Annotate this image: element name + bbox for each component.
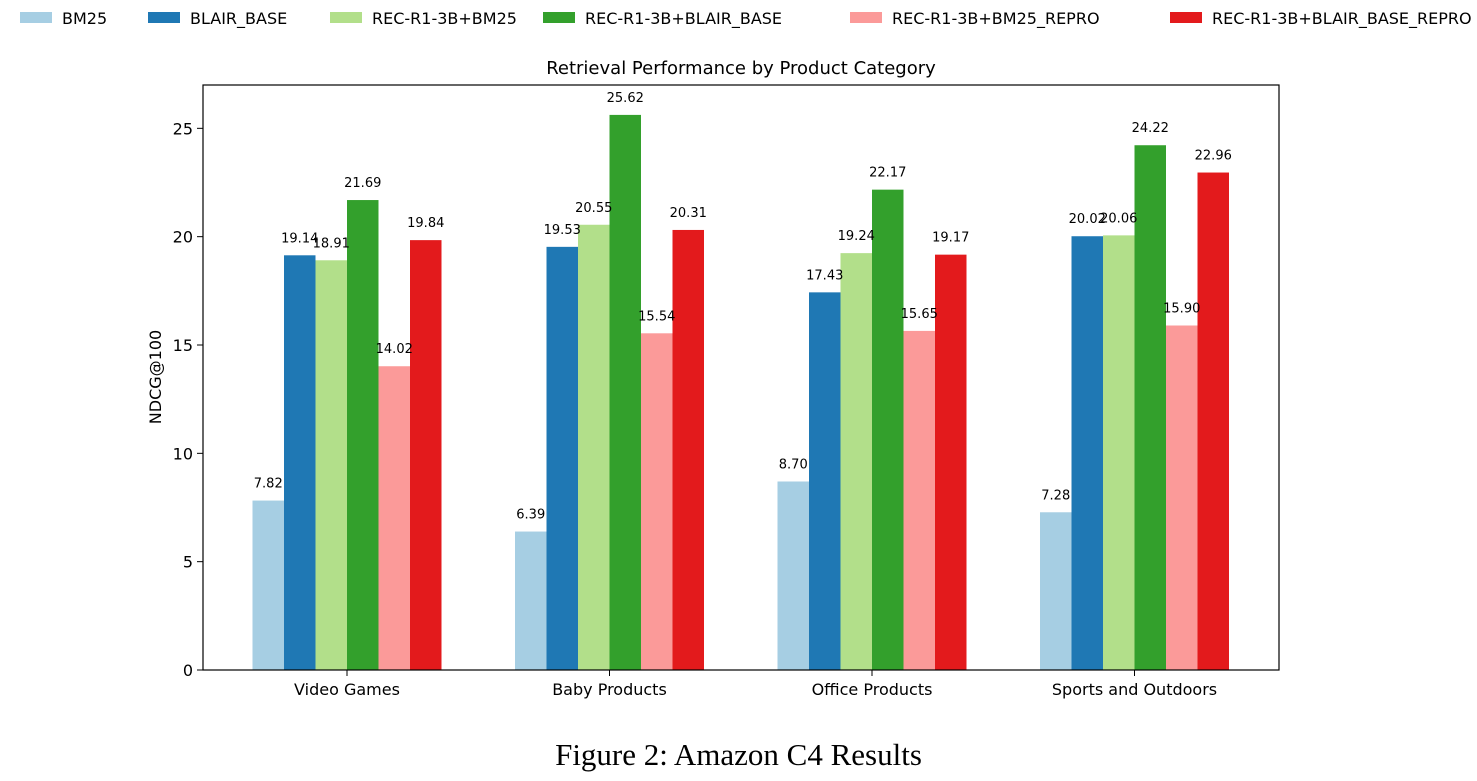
legend-item-rec-r1-3b-blair-base: REC-R1-3B+BLAIR_BASE <box>543 9 782 29</box>
x-tick-label: Office Products <box>812 680 933 699</box>
legend-swatch <box>543 12 575 23</box>
bar-rec-r1-3b-bm25-repro-video-games <box>378 366 410 670</box>
value-label: 14.02 <box>376 342 413 357</box>
legend: BM25 BLAIR_BASE REC-R1-3B+BM25 REC-R1-3B+BL… <box>20 9 1472 29</box>
y-tick-label: 5 <box>183 553 193 572</box>
bar-rec-r1-3b-blair-base-office-products <box>872 189 904 670</box>
legend-item-rec-r1-3b-bm25: REC-R1-3B+BM25 <box>330 9 517 28</box>
bar-rec-r1-3b-bm25-sports-and-outdoors <box>1103 235 1135 670</box>
legend-swatch <box>850 12 882 23</box>
figure-caption: Figure 2: Amazon C4 Results <box>555 737 922 772</box>
bar-rec-r1-3b-blair-base-baby-products <box>609 114 641 670</box>
value-label: 19.84 <box>407 216 444 231</box>
value-label: 20.55 <box>575 201 612 216</box>
bar-chart: BM25 BLAIR_BASE REC-R1-3B+BM25 REC-R1-3B+BL… <box>20 9 1472 699</box>
bar-rec-r1-3b-blair-base-repro-video-games <box>410 240 442 670</box>
value-label: 7.82 <box>254 477 283 492</box>
value-label: 19.17 <box>932 231 969 246</box>
bar-bm25-office-products <box>777 481 809 670</box>
y-tick-label: 20 <box>173 228 193 247</box>
x-tick-label: Sports and Outdoors <box>1052 680 1217 699</box>
value-label: 7.28 <box>1041 488 1070 503</box>
bar-bm25-sports-and-outdoors <box>1040 512 1072 670</box>
value-label: 20.02 <box>1069 212 1106 227</box>
legend-swatch <box>20 12 52 23</box>
legend-item-bm25: BM25 <box>20 9 107 28</box>
value-label: 21.69 <box>344 176 381 191</box>
bar-rec-r1-3b-blair-base-repro-office-products <box>935 254 967 670</box>
bar-rec-r1-3b-bm25-repro-sports-and-outdoors <box>1166 325 1198 670</box>
value-label: 15.65 <box>901 307 938 322</box>
y-tick-label: 15 <box>173 336 193 355</box>
y-tick-label: 0 <box>183 661 193 680</box>
y-axis: 0 5 10 15 20 25 <box>173 119 203 680</box>
legend-label: BLAIR_BASE <box>190 9 287 29</box>
y-tick-label: 10 <box>173 444 193 463</box>
value-label: 18.91 <box>313 236 350 251</box>
plot-frame <box>202 84 1280 671</box>
legend-label: REC-R1-3B+BLAIR_BASE_REPRO <box>1212 9 1472 29</box>
value-label: 19.14 <box>281 231 318 246</box>
bar-rec-r1-3b-blair-base-repro-baby-products <box>672 229 704 670</box>
legend-item-rec-r1-3b-blair-base-repro: REC-R1-3B+BLAIR_BASE_REPRO <box>1170 9 1472 29</box>
bar-blair-base-baby-products <box>546 246 578 670</box>
value-label: 22.96 <box>1195 149 1232 164</box>
bar-bm25-video-games <box>252 500 284 670</box>
legend-swatch <box>148 12 180 23</box>
value-label: 19.53 <box>544 223 581 238</box>
value-label: 17.43 <box>806 268 843 283</box>
legend-label: REC-R1-3B+BM25 <box>372 9 517 28</box>
bar-rec-r1-3b-blair-base-repro-sports-and-outdoors <box>1197 172 1229 671</box>
x-tick-label: Baby Products <box>552 680 667 699</box>
legend-item-rec-r1-3b-bm25-repro: REC-R1-3B+BM25_REPRO <box>850 9 1100 29</box>
x-tick-label: Video Games <box>294 680 400 699</box>
legend-swatch <box>1170 12 1202 23</box>
value-label: 20.06 <box>1100 211 1137 226</box>
value-label: 15.54 <box>638 309 675 324</box>
bar-rec-r1-3b-blair-base-sports-and-outdoors <box>1134 145 1166 670</box>
value-label: 15.90 <box>1163 302 1200 317</box>
legend-swatch <box>330 12 362 23</box>
legend-label: BM25 <box>62 9 107 28</box>
value-label: 19.24 <box>838 229 875 244</box>
bar-blair-base-office-products <box>809 292 841 670</box>
bar-rec-r1-3b-bm25-repro-baby-products <box>641 333 673 670</box>
chart-title: Retrieval Performance by Product Categor… <box>546 58 936 79</box>
bar-rec-r1-3b-bm25-office-products <box>840 253 872 670</box>
legend-item-blair-base: BLAIR_BASE <box>148 9 287 29</box>
y-tick-label: 25 <box>173 119 193 138</box>
legend-label: REC-R1-3B+BLAIR_BASE <box>585 9 782 29</box>
bar-rec-r1-3b-bm25-repro-office-products <box>903 330 935 670</box>
value-label: 20.31 <box>670 206 707 221</box>
value-label: 24.22 <box>1132 121 1169 136</box>
bar-blair-base-sports-and-outdoors <box>1071 236 1103 670</box>
bar-rec-r1-3b-bm25-video-games <box>315 260 347 670</box>
value-label: 6.39 <box>516 508 545 523</box>
x-axis: Video Games Baby Products Office Products S… <box>294 670 1217 699</box>
bar-blair-base-video-games <box>284 255 316 671</box>
bar-rec-r1-3b-blair-base-video-games <box>347 200 379 671</box>
value-label: 22.17 <box>869 166 906 181</box>
y-axis-label: NDCG@100 <box>146 330 165 424</box>
bar-rec-r1-3b-bm25-baby-products <box>578 224 610 670</box>
legend-label: REC-R1-3B+BM25_REPRO <box>892 9 1100 29</box>
bar-bm25-baby-products <box>515 531 547 670</box>
value-label: 25.62 <box>607 91 644 106</box>
value-label: 8.70 <box>779 458 808 473</box>
bars <box>252 114 1229 671</box>
